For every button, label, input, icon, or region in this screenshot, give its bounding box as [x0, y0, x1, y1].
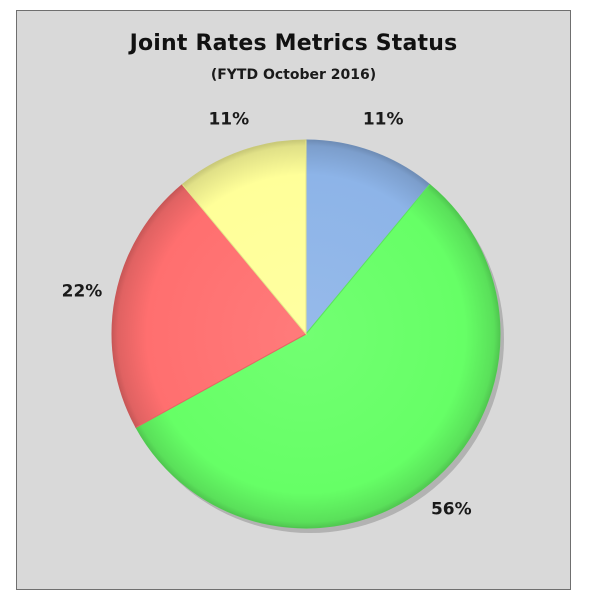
- pie-slice-2: [135, 183, 501, 529]
- pie-label-4: 11%: [208, 110, 249, 130]
- chart-area: Joint Rates Metrics Status (FYTD October…: [16, 10, 571, 590]
- pie-chart: 11% 56% 22% 11%: [62, 110, 504, 533]
- pie-label-2: 56%: [431, 500, 472, 520]
- chart-subtitle: (FYTD October 2016): [210, 67, 377, 83]
- pie-slice-4: [181, 139, 307, 336]
- pie-slice-3: [111, 183, 307, 429]
- pie-label-3: 22%: [62, 281, 103, 301]
- pie-slice-1: [305, 139, 431, 336]
- pie-outline: [111, 139, 501, 529]
- chart-title: Joint Rates Metrics Status: [129, 31, 458, 56]
- pie-label-1: 11%: [363, 110, 404, 130]
